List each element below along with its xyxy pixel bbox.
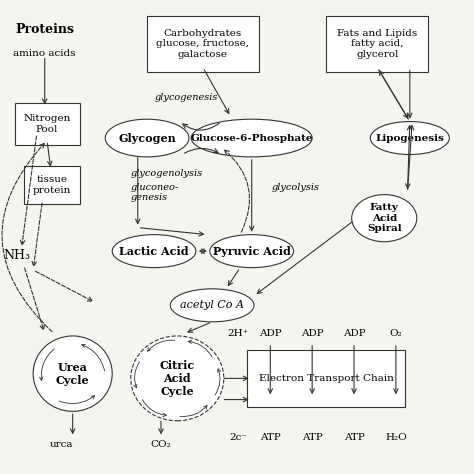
Ellipse shape: [210, 235, 293, 268]
Ellipse shape: [191, 119, 312, 157]
Ellipse shape: [131, 336, 224, 421]
Text: Electron Transport Chain: Electron Transport Chain: [259, 374, 393, 383]
FancyBboxPatch shape: [24, 166, 80, 204]
Ellipse shape: [112, 235, 196, 268]
Text: NH₃: NH₃: [3, 249, 30, 262]
Text: acetyl Co A: acetyl Co A: [180, 301, 244, 310]
Text: H₂O: H₂O: [385, 433, 407, 442]
Ellipse shape: [33, 336, 112, 411]
Text: Glycogen: Glycogen: [118, 133, 176, 144]
Text: glycogenesis: glycogenesis: [155, 93, 219, 102]
Text: Glucose-6-Phosphate: Glucose-6-Phosphate: [191, 134, 313, 143]
Text: ADP: ADP: [259, 329, 282, 338]
Text: ADP: ADP: [343, 329, 365, 338]
Text: Lactic Acid: Lactic Acid: [119, 246, 189, 256]
Text: ADP: ADP: [301, 329, 323, 338]
FancyBboxPatch shape: [326, 16, 428, 72]
Text: Fatty
Acid
Spiral: Fatty Acid Spiral: [367, 203, 401, 233]
Text: Pyruvic Acid: Pyruvic Acid: [213, 246, 291, 256]
Text: amino acids: amino acids: [13, 49, 76, 58]
Text: 2c⁻: 2c⁻: [229, 433, 246, 442]
Text: glycogenolysis: glycogenolysis: [131, 169, 203, 178]
Text: Proteins: Proteins: [15, 23, 74, 36]
FancyBboxPatch shape: [147, 16, 259, 72]
FancyBboxPatch shape: [247, 350, 405, 407]
Text: 2H⁺: 2H⁺: [227, 329, 248, 338]
Ellipse shape: [370, 121, 449, 155]
Ellipse shape: [170, 289, 254, 322]
Text: urca: urca: [49, 440, 73, 449]
Text: O₂: O₂: [390, 329, 402, 338]
Text: ATP: ATP: [344, 433, 365, 442]
Text: glycolysis: glycolysis: [272, 183, 320, 192]
Text: gluconeo-
genesis: gluconeo- genesis: [131, 182, 179, 202]
Ellipse shape: [105, 119, 189, 157]
Text: ATP: ATP: [260, 433, 281, 442]
Text: CO₂: CO₂: [151, 440, 172, 449]
Text: Carbohydrates
glucose, fructose,
galactose: Carbohydrates glucose, fructose, galacto…: [156, 29, 249, 59]
Text: ATP: ATP: [302, 433, 322, 442]
Text: Nitrogen
Pool: Nitrogen Pool: [23, 114, 71, 134]
Text: Fats and Lipids
fatty acid,
glycerol: Fats and Lipids fatty acid, glycerol: [337, 29, 418, 59]
FancyBboxPatch shape: [15, 103, 80, 145]
Text: Lipogenesis: Lipogenesis: [375, 134, 444, 143]
Ellipse shape: [352, 195, 417, 242]
Text: Citric
Acid
Cycle: Citric Acid Cycle: [160, 360, 195, 397]
Text: Urea
Cycle: Urea Cycle: [56, 362, 90, 385]
Text: tissue
protein: tissue protein: [33, 175, 71, 195]
